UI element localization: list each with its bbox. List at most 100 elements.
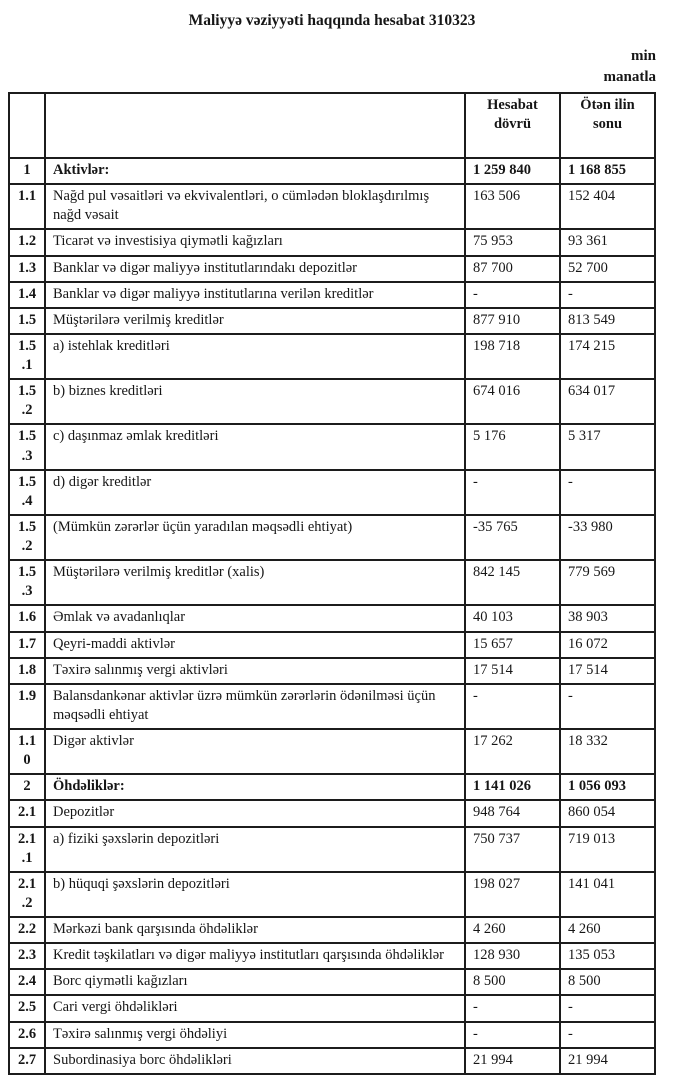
row-description: Təxirə salınmış vergi öhdəliyi (44, 1020, 466, 1049)
row-description: Nağd pul vəsaitləri və ekvivalentləri, o… (44, 183, 466, 231)
row-current-value: 15 657 (464, 630, 561, 659)
row-current-value: 4 260 (464, 915, 561, 945)
row-previous-value: 16 072 (559, 630, 656, 659)
header-end-of-last-year: Ötən ilin sonu (559, 92, 656, 159)
row-previous-value: 634 017 (559, 378, 656, 426)
table-row: 1 Aktivlər: 1 259 840 1 168 855 (8, 156, 656, 186)
row-current-value: 1 141 026 (464, 773, 561, 802)
table-body: 1 Aktivlər: 1 259 840 1 168 855 1.1 Nağd… (8, 156, 656, 1075)
row-number: 1.6 (8, 604, 46, 633)
row-previous-value: 17 514 (559, 656, 656, 685)
row-previous-value: -33 980 (559, 513, 656, 562)
row-description: Qeyri-maddi aktivlər (44, 630, 466, 659)
page-title: Maliyyə vəziyyəti haqqında hesabat 31032… (188, 12, 476, 29)
table-row: 1.5.2 (Mümkün zərərlər üçün yaradılan mə… (8, 513, 656, 562)
table-row: 1.5.1 a) istehlak kreditləri 198 718 174… (8, 332, 656, 381)
row-description: b) biznes kreditləri (44, 378, 466, 426)
row-number: 2.2 (8, 915, 46, 945)
row-number: 1.4 (8, 280, 46, 309)
row-current-value: 198 718 (464, 332, 561, 381)
row-previous-value: 4 260 (559, 915, 656, 945)
row-previous-value: - (559, 280, 656, 309)
row-description: Kredit təşkilatları və digər maliyyə ins… (44, 942, 466, 971)
row-number: 2.3 (8, 942, 46, 971)
row-previous-value: - (559, 468, 656, 516)
row-description: b) hüquqi şəxslərin depozitləri (44, 870, 466, 919)
row-description: Ticarət və investisiya qiymətli kağızlar… (44, 228, 466, 257)
row-number: 1.3 (8, 254, 46, 283)
table-row: 1.8 Təxirə salınmış vergi aktivləri 17 5… (8, 656, 656, 685)
row-previous-value: - (559, 682, 656, 731)
row-number: 1.5.2 (8, 513, 46, 562)
row-description: Cari vergi öhdəlikləri (44, 994, 466, 1023)
table-row: 2.5 Cari vergi öhdəlikləri - - (8, 994, 656, 1023)
row-previous-value: 52 700 (559, 254, 656, 283)
row-description: Depozitlər (44, 799, 466, 828)
row-number: 2.4 (8, 968, 46, 997)
row-previous-value: 21 994 (559, 1046, 656, 1075)
table-row: 1.4 Banklar və digər maliyyə institutlar… (8, 280, 656, 309)
row-number: 2.1.1 (8, 825, 46, 873)
row-current-value: 842 145 (464, 559, 561, 607)
row-current-value: 750 737 (464, 825, 561, 873)
row-number: 1.5.1 (8, 332, 46, 381)
row-previous-value: 8 500 (559, 968, 656, 997)
row-current-value: 87 700 (464, 254, 561, 283)
row-number: 2.6 (8, 1020, 46, 1049)
header-row: Hesabat dövrü Ötən ilin sonu (8, 92, 656, 159)
table-row: 1.5.2 b) biznes kreditləri 674 016 634 0… (8, 378, 656, 426)
table-row: 2.3 Kredit təşkilatları və digər maliyyə… (8, 942, 656, 971)
row-current-value: - (464, 1020, 561, 1049)
row-description: Balansdankənar aktivlər üzrə mümkün zərə… (44, 682, 466, 731)
table-row: 1.3 Banklar və digər maliyyə institutlar… (8, 254, 656, 283)
table-row: 2.1.1 a) fiziki şəxslərin depozitləri 75… (8, 825, 656, 873)
table-row: 2.7 Subordinasiya borc öhdəlikləri 21 99… (8, 1046, 656, 1075)
row-current-value: - (464, 468, 561, 516)
row-description: a) istehlak kreditləri (44, 332, 466, 381)
row-description: Mərkəzi bank qarşısında öhdəliklər (44, 915, 466, 945)
row-current-value: - (464, 994, 561, 1023)
row-current-value: 40 103 (464, 604, 561, 633)
row-current-value: 877 910 (464, 306, 561, 335)
row-number: 1.1 (8, 183, 46, 231)
row-current-value: - (464, 682, 561, 731)
row-previous-value: 779 569 (559, 559, 656, 607)
table-row: 2.2 Mərkəzi bank qarşısında öhdəliklər 4… (8, 915, 656, 945)
table-row: 1.10 Digər aktivlər 17 262 18 332 (8, 727, 656, 776)
row-previous-value: 860 054 (559, 799, 656, 828)
row-number: 1.9 (8, 682, 46, 731)
row-description: Borc qiymətli kağızları (44, 968, 466, 997)
row-previous-value: - (559, 1020, 656, 1049)
row-number: 1.5.2 (8, 378, 46, 426)
row-previous-value: 93 361 (559, 228, 656, 257)
row-previous-value: - (559, 994, 656, 1023)
header-reporting-period: Hesabat dövrü (464, 92, 561, 159)
row-current-value: 198 027 (464, 870, 561, 919)
table-row: 1.5.3 c) daşınmaz əmlak kreditləri 5 176… (8, 423, 656, 471)
row-description: Müştərilərə verilmiş kreditlər (44, 306, 466, 335)
row-number: 2.7 (8, 1046, 46, 1075)
row-current-value: 17 514 (464, 656, 561, 685)
row-current-value: - (464, 280, 561, 309)
row-description: Banklar və digər maliyyə institutlarına … (44, 280, 466, 309)
header-description-cell (44, 92, 466, 159)
table-row: 1.6 Əmlak və avadanlıqlar 40 103 38 903 (8, 604, 656, 633)
row-previous-value: 174 215 (559, 332, 656, 381)
table-row: 1.9 Balansdankənar aktivlər üzrə mümkün … (8, 682, 656, 731)
row-previous-value: 5 317 (559, 423, 656, 471)
financial-position-table: Hesabat dövrü Ötən ilin sonu 1 Aktivlər:… (8, 92, 656, 1075)
table-row: 1.2 Ticarət və investisiya qiymətli kağı… (8, 228, 656, 257)
table-row: 2.6 Təxirə salınmış vergi öhdəliyi - - (8, 1020, 656, 1049)
row-description: Öhdəliklər: (44, 773, 466, 802)
row-current-value: 5 176 (464, 423, 561, 471)
table-row: 2.1 Depozitlər 948 764 860 054 (8, 799, 656, 828)
row-previous-value: 813 549 (559, 306, 656, 335)
row-current-value: 163 506 (464, 183, 561, 231)
row-description: Banklar və digər maliyyə institutlarında… (44, 254, 466, 283)
row-current-value: 8 500 (464, 968, 561, 997)
row-previous-value: 1 056 093 (559, 773, 656, 802)
row-description: Əmlak və avadanlıqlar (44, 604, 466, 633)
row-current-value: 128 930 (464, 942, 561, 971)
row-description: c) daşınmaz əmlak kreditləri (44, 423, 466, 471)
row-number: 1.5.3 (8, 559, 46, 607)
